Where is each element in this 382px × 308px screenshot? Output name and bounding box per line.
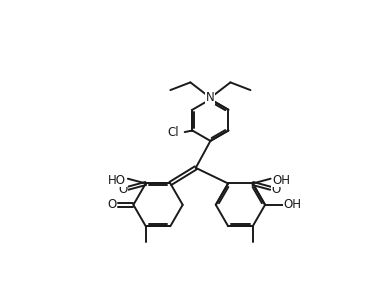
Text: O: O [107, 198, 117, 211]
Text: O: O [271, 183, 281, 196]
Text: O: O [118, 183, 127, 196]
Text: OH: OH [284, 198, 302, 211]
Text: HO: HO [108, 174, 126, 187]
Text: N: N [206, 91, 215, 104]
Text: Cl: Cl [167, 126, 178, 139]
Text: OH: OH [272, 174, 290, 187]
